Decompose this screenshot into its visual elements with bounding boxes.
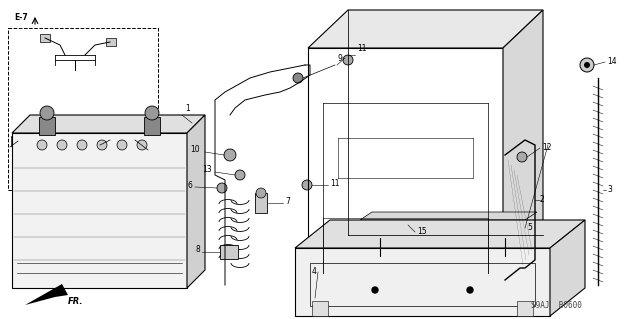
Text: FR.: FR. [68,298,83,307]
Circle shape [144,149,152,157]
Bar [517,301,533,316]
Circle shape [137,140,147,150]
Text: 4: 4 [311,266,316,276]
Bar [295,248,550,316]
Bar [144,117,160,135]
Circle shape [293,73,303,83]
Text: 11: 11 [330,179,339,188]
Bar [39,117,55,135]
Circle shape [517,152,527,162]
Polygon shape [503,10,543,273]
Circle shape [343,55,353,65]
Bar [110,130,135,150]
Circle shape [57,140,67,150]
Circle shape [500,253,510,263]
Text: 8: 8 [195,246,200,255]
Text: E-7: E-7 [14,13,28,22]
Circle shape [302,180,312,190]
Circle shape [235,170,245,180]
Circle shape [224,149,236,161]
Circle shape [117,140,127,150]
Bar [360,220,525,238]
Polygon shape [308,10,543,48]
Bar [8,28,158,190]
Circle shape [256,188,266,198]
Bar [255,193,267,213]
Circle shape [217,183,227,193]
Bar [220,245,238,259]
Text: 15: 15 [417,227,427,236]
Bar [12,133,187,288]
Text: 6: 6 [187,181,192,189]
Text: 2: 2 [540,196,545,204]
Circle shape [145,106,159,120]
Text: 7: 7 [285,197,290,205]
Polygon shape [187,115,205,288]
Text: 5: 5 [527,222,532,232]
Bar [310,263,535,306]
Text: 12: 12 [542,143,552,152]
Circle shape [40,106,54,120]
Circle shape [467,287,473,293]
Text: S9AJ  B0600: S9AJ B0600 [531,301,581,310]
Bar [18,130,48,152]
Text: 1: 1 [185,104,189,113]
Circle shape [584,62,590,68]
Circle shape [580,58,594,72]
Bar [106,38,116,46]
Bar [11,136,18,146]
Text: 14: 14 [607,56,616,65]
Circle shape [372,287,378,293]
Polygon shape [360,212,537,220]
Bar [308,48,503,273]
Text: 10: 10 [190,145,200,154]
Text: 3: 3 [607,186,612,195]
Text: 13: 13 [202,166,212,174]
Bar [40,34,50,42]
Circle shape [77,140,87,150]
Polygon shape [12,115,205,133]
Text: 11: 11 [357,44,367,53]
Circle shape [375,253,385,263]
Text: 9: 9 [337,54,342,63]
Circle shape [97,140,107,150]
Polygon shape [550,220,585,316]
Polygon shape [295,220,585,248]
Bar [312,301,328,316]
Polygon shape [25,284,68,305]
Circle shape [37,140,47,150]
